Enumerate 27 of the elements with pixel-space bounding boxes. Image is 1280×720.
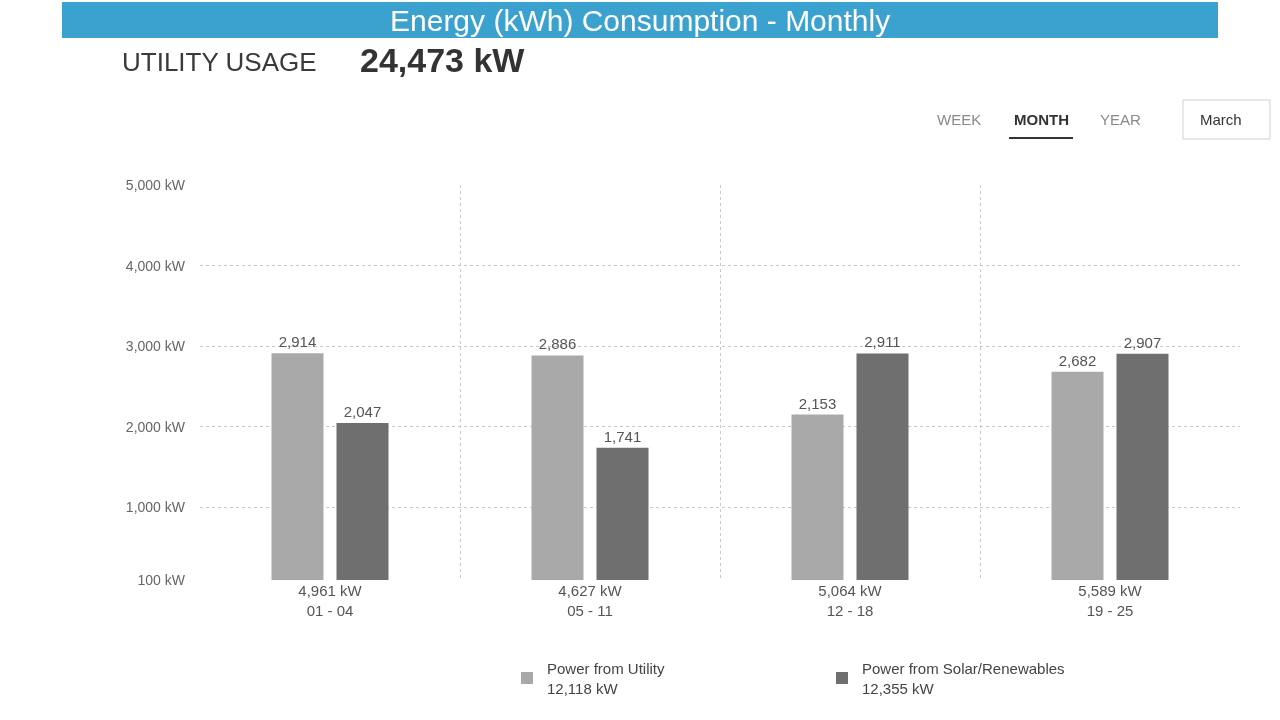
y-tick-label: 100 kW xyxy=(137,571,186,588)
data-label: 2,907 xyxy=(1123,333,1162,351)
data-label: 2,047 xyxy=(343,403,382,421)
data-label: 2,914 xyxy=(278,333,317,351)
text: March xyxy=(1200,111,1242,128)
x-tick-label: 5,589 kW 19 - 25 xyxy=(1078,582,1143,619)
y-tick-label: 1,000 kW xyxy=(125,499,186,516)
text: WEEK xyxy=(937,111,982,128)
data-label: 2,153 xyxy=(798,394,837,412)
legend-label: Power from Solar/Renewables 12,355 kW xyxy=(862,660,1065,697)
y-tick-label: 2,000 kW xyxy=(125,418,186,435)
data-label: 2,911 xyxy=(864,333,901,351)
legend-label: Power from Utility 12,118 kW xyxy=(547,660,666,697)
text: Energy (kWh) Consumption - Monthly xyxy=(390,4,891,37)
chart-subtitle: 24,473 kW xyxy=(360,41,526,79)
data-label: 2,682 xyxy=(1058,351,1097,369)
x-tick-label: 5,064 kW 12 - 18 xyxy=(818,582,883,619)
text: YEAR xyxy=(1100,111,1142,128)
x-tick-label: 4,961 kW 01 - 04 xyxy=(298,582,363,619)
y-tick-label: 5,000 kW xyxy=(125,176,186,193)
text: MONTH xyxy=(1014,111,1069,128)
y-tick-label: 4,000 kW xyxy=(125,257,186,274)
x-tick-label: 4,627 kW 05 - 11 xyxy=(558,582,623,619)
data-label: 1,741 xyxy=(603,427,642,445)
data-label: 2,886 xyxy=(538,335,577,353)
y-tick-label: 3,000 kW xyxy=(125,338,186,355)
chart-title: UTILITY USAGE xyxy=(122,47,317,77)
